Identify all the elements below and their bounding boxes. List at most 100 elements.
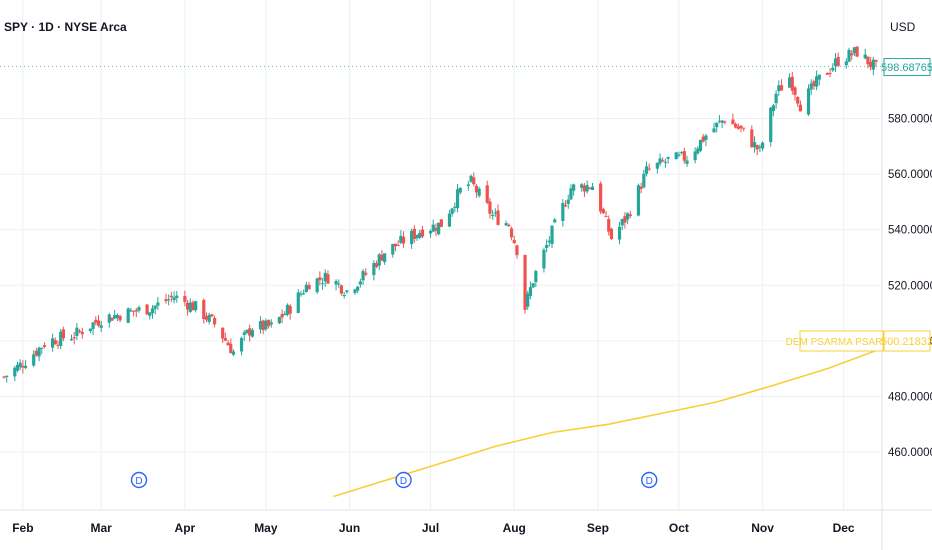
candle-up[interactable]: [172, 297, 176, 301]
symbol-title[interactable]: SPY · 1D · NYSE Arca: [4, 20, 127, 34]
candle-up[interactable]: [258, 321, 263, 330]
candle-up[interactable]: [788, 77, 792, 88]
candle-up[interactable]: [99, 325, 103, 328]
candle-up[interactable]: [566, 199, 570, 204]
candle-down[interactable]: [396, 244, 400, 246]
candle-down[interactable]: [185, 302, 190, 310]
candle-up[interactable]: [580, 184, 584, 188]
candle-up[interactable]: [137, 307, 141, 311]
candle-up[interactable]: [534, 271, 538, 283]
candle-down[interactable]: [21, 365, 25, 368]
candle-up[interactable]: [5, 375, 9, 378]
candle-up[interactable]: [337, 283, 341, 285]
indicator-name-tag[interactable]: [799, 330, 884, 352]
candle-down[interactable]: [836, 56, 840, 66]
candle-up[interactable]: [245, 329, 249, 333]
candle-down[interactable]: [582, 185, 587, 192]
candle-down[interactable]: [736, 126, 740, 129]
candle-up[interactable]: [37, 347, 41, 357]
candle-up[interactable]: [315, 278, 319, 293]
candle-down[interactable]: [874, 59, 878, 62]
candle-up[interactable]: [361, 271, 365, 281]
candle-up[interactable]: [717, 120, 722, 122]
candle-up[interactable]: [545, 244, 549, 248]
candle-up[interactable]: [18, 362, 22, 368]
candle-down[interactable]: [223, 338, 227, 341]
candle-up[interactable]: [415, 234, 419, 239]
candle-up[interactable]: [250, 330, 254, 337]
candle-down[interactable]: [202, 300, 206, 320]
candle-up[interactable]: [528, 287, 533, 296]
candle-down[interactable]: [34, 350, 38, 356]
candle-up[interactable]: [758, 146, 762, 148]
candle-down[interactable]: [364, 272, 368, 275]
candle-up[interactable]: [752, 142, 757, 148]
candle-up[interactable]: [437, 222, 441, 235]
candle-down[interactable]: [339, 285, 344, 294]
candle-down[interactable]: [509, 228, 514, 238]
candle-up[interactable]: [75, 327, 79, 336]
candle-down[interactable]: [609, 228, 614, 239]
candle-up[interactable]: [296, 292, 300, 313]
candle-down[interactable]: [869, 62, 873, 67]
candle-up[interactable]: [107, 314, 111, 323]
candle-up[interactable]: [466, 184, 470, 187]
candle-up[interactable]: [712, 128, 716, 133]
candle-down[interactable]: [588, 187, 592, 189]
candle-up[interactable]: [572, 184, 576, 191]
candle-up[interactable]: [148, 312, 152, 316]
dividend-marker[interactable]: [641, 471, 658, 489]
candle-up[interactable]: [353, 289, 357, 293]
candle-down[interactable]: [226, 342, 230, 346]
candle-down[interactable]: [485, 185, 489, 203]
candle-up[interactable]: [115, 314, 119, 319]
candle-down[interactable]: [53, 340, 57, 345]
candle-up[interactable]: [129, 310, 133, 312]
candle-up[interactable]: [283, 313, 287, 315]
candle-down[interactable]: [790, 76, 794, 91]
candle-up[interactable]: [658, 158, 662, 164]
candle-up[interactable]: [188, 302, 192, 312]
candle-up[interactable]: [156, 302, 160, 306]
candle-up[interactable]: [761, 142, 765, 149]
candle-down[interactable]: [639, 186, 643, 190]
candle-up[interactable]: [674, 152, 678, 160]
candle-down[interactable]: [682, 151, 686, 161]
candle-up[interactable]: [88, 328, 92, 332]
candle-up[interactable]: [715, 122, 719, 128]
candle-up[interactable]: [720, 120, 724, 123]
candle-up[interactable]: [23, 365, 28, 368]
candle-down[interactable]: [779, 85, 784, 91]
candle-down[interactable]: [72, 337, 76, 339]
candle-down[interactable]: [210, 314, 214, 317]
candle-up[interactable]: [447, 213, 452, 227]
candle-up[interactable]: [377, 254, 381, 266]
candle-down[interactable]: [266, 320, 271, 327]
candle-up[interactable]: [526, 293, 530, 307]
candle-up[interactable]: [285, 304, 290, 315]
candle-up[interactable]: [431, 224, 435, 232]
candle-down[interactable]: [169, 295, 173, 298]
candle-down[interactable]: [118, 315, 122, 321]
candle-up[interactable]: [666, 156, 670, 159]
candle-down[interactable]: [401, 236, 406, 244]
candle-down[interactable]: [734, 123, 738, 128]
candle-down[interactable]: [412, 228, 416, 240]
candle-up[interactable]: [50, 338, 55, 348]
candle-up[interactable]: [493, 212, 497, 214]
candle-down[interactable]: [318, 277, 322, 281]
candle-down[interactable]: [623, 216, 627, 223]
candle-up[interactable]: [194, 301, 198, 311]
candle-down[interactable]: [796, 96, 800, 104]
candle-down[interactable]: [515, 245, 519, 256]
candle-up[interactable]: [469, 175, 473, 182]
candle-down[interactable]: [96, 320, 101, 326]
candle-down[interactable]: [439, 219, 443, 227]
candle-up[interactable]: [342, 294, 346, 296]
candle-up[interactable]: [13, 367, 17, 377]
candle-up[interactable]: [636, 185, 641, 216]
candle-down[interactable]: [496, 210, 500, 225]
candle-down[interactable]: [61, 329, 65, 339]
candle-up[interactable]: [704, 135, 708, 140]
